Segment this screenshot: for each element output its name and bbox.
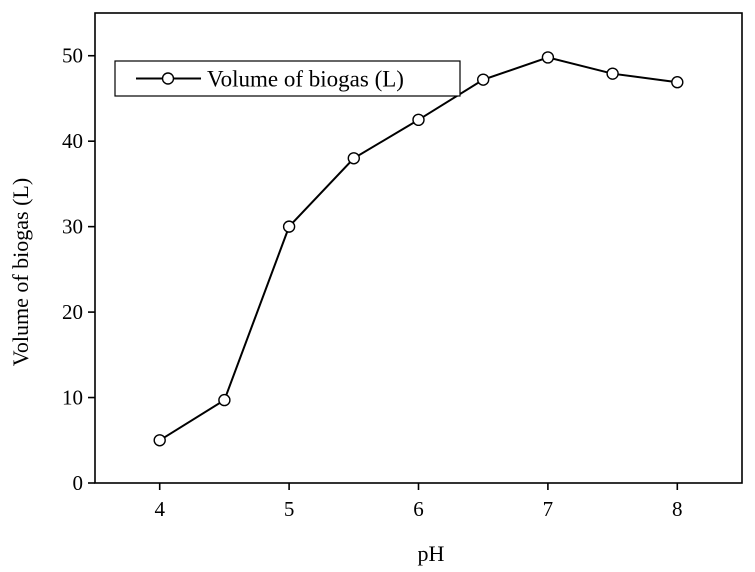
x-tick-label: 5 [284,497,295,521]
y-tick-label: 40 [62,129,83,153]
legend-marker [161,72,175,85]
legend-label: Volume of biogas (L) [207,67,404,92]
series [153,51,684,447]
x-tick-label: 6 [413,497,424,521]
x-axis-title: pH [418,541,445,566]
data-point [541,51,555,64]
y-tick-label: 20 [62,300,83,324]
data-point [671,76,684,89]
data-point [412,113,425,127]
x-tick-label: 8 [672,497,683,521]
y-tick-label: 50 [62,44,83,68]
y-tick-label: 0 [73,471,84,495]
ticks: 4 5 6 7 8 0 10 20 30 40 50 [62,44,683,521]
data-point [347,152,360,165]
y-axis-title: Volume of biogas (L) [8,178,33,366]
y-tick-label: 10 [62,386,83,410]
y-tick-label: 30 [62,215,83,239]
data-point [218,393,231,407]
data-point [282,220,296,233]
data-point [477,73,490,86]
x-tick-label: 7 [543,497,554,521]
data-point [153,434,166,447]
data-point [606,67,619,80]
x-tick-label: 4 [154,497,165,521]
legend: Volume of biogas (L) [114,60,461,97]
